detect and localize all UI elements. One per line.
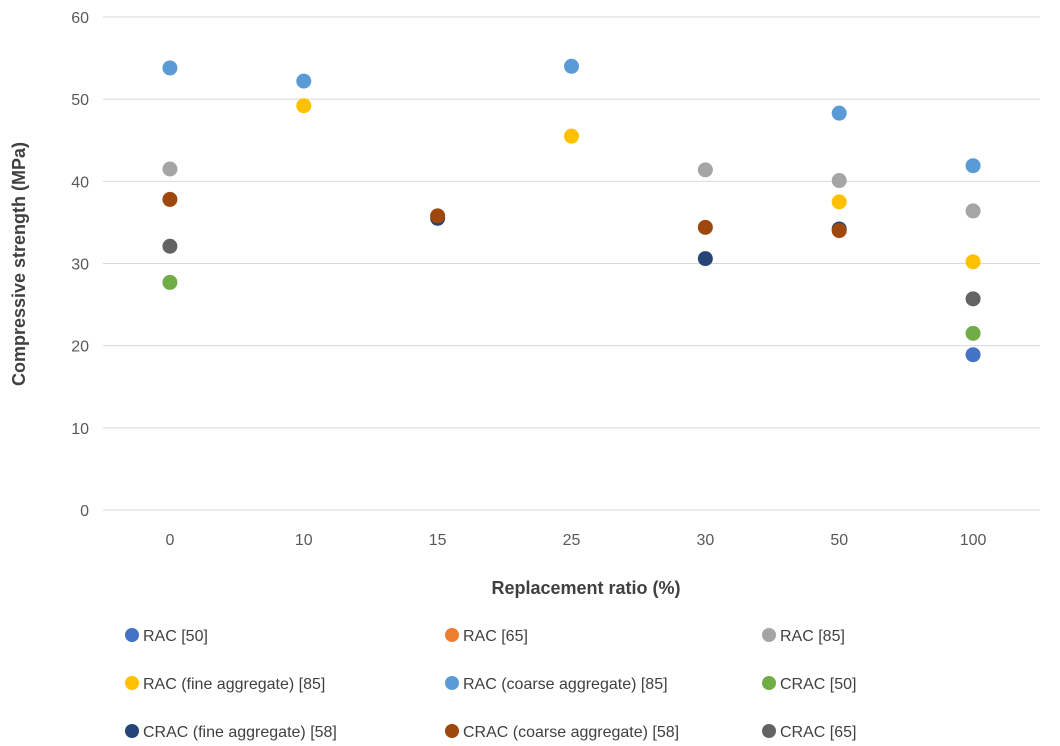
- legend-item: RAC (coarse aggregate) [85]: [445, 676, 668, 693]
- legend-label: RAC [50]: [143, 628, 208, 645]
- x-tick-label: 50: [830, 532, 848, 549]
- point-series-5-cat-0: [162, 274, 178, 290]
- legend-marker: [445, 628, 459, 642]
- legend-item: CRAC [50]: [762, 676, 856, 693]
- point-series-6-cat-4: [697, 251, 713, 267]
- point-series-4-cat-6: [965, 158, 981, 174]
- y-tick-label: 60: [71, 10, 89, 27]
- y-tick-label: 10: [71, 421, 89, 438]
- legend-item: CRAC (fine aggregate) [58]: [125, 724, 337, 741]
- point-series-7-cat-0: [162, 191, 178, 207]
- legend-marker: [762, 628, 776, 642]
- point-series-3-cat-3: [564, 128, 579, 144]
- legend-item: RAC [85]: [762, 628, 845, 645]
- point-series-3-cat-1: [296, 98, 312, 114]
- legend-item: CRAC (coarse aggregate) [58]: [445, 724, 679, 741]
- legend-marker: [445, 724, 459, 738]
- legend-item: RAC [50]: [125, 628, 208, 645]
- legend-label: CRAC (fine aggregate) [58]: [143, 724, 337, 741]
- point-series-7-cat-4: [697, 219, 713, 235]
- point-series-0-cat-6: [965, 347, 981, 363]
- y-tick-label: 30: [71, 257, 89, 274]
- y-tick-label: 50: [71, 92, 89, 109]
- legend-label: RAC (coarse aggregate) [85]: [463, 676, 668, 693]
- x-axis-ticks: 0 10 15 25 30 50 100: [165, 532, 986, 549]
- legend-marker: [125, 724, 139, 738]
- point-series-2-cat-6: [965, 203, 981, 219]
- x-axis-title: Replacement ratio (%): [491, 578, 680, 598]
- data-points: [162, 58, 981, 363]
- point-series-4-cat-5: [831, 105, 847, 121]
- point-series-8-cat-6: [965, 291, 981, 307]
- point-series-8-cat-0: [162, 238, 178, 254]
- legend-item: CRAC [65]: [762, 724, 856, 741]
- y-axis-title: Compressive strength (MPa): [9, 142, 29, 386]
- point-series-7-cat-5: [831, 223, 847, 239]
- legend-label: CRAC [65]: [780, 724, 856, 741]
- legend-marker: [762, 676, 776, 690]
- point-series-4-cat-3: [564, 58, 579, 74]
- point-series-5-cat-6: [965, 325, 981, 341]
- y-axis-ticks: 0 10 20 30 40 50 60: [71, 10, 89, 520]
- point-series-2-cat-0: [162, 161, 178, 177]
- legend-marker: [445, 676, 459, 690]
- y-tick-label: 20: [71, 339, 89, 356]
- point-series-3-cat-5: [831, 194, 847, 210]
- x-tick-label: 10: [295, 532, 313, 549]
- y-tick-label: 0: [80, 503, 89, 520]
- gridlines: [103, 16, 1040, 511]
- legend-label: RAC (fine aggregate) [85]: [143, 676, 325, 693]
- point-series-2-cat-4: [697, 162, 713, 178]
- point-series-4-cat-0: [162, 60, 178, 76]
- point-series-3-cat-6: [965, 254, 981, 270]
- legend-label: RAC [65]: [463, 628, 528, 645]
- point-series-7-cat-2: [430, 208, 446, 224]
- x-tick-label: 15: [429, 532, 447, 549]
- legend-item: RAC [65]: [445, 628, 528, 645]
- legend-marker: [762, 724, 776, 738]
- legend-marker: [125, 628, 139, 642]
- legend-label: RAC [85]: [780, 628, 845, 645]
- x-tick-label: 100: [960, 532, 987, 549]
- legend-item: RAC (fine aggregate) [85]: [125, 676, 325, 693]
- legend-marker: [125, 676, 139, 690]
- legend-label: CRAC (coarse aggregate) [58]: [463, 724, 679, 741]
- point-series-2-cat-5: [831, 173, 847, 189]
- x-tick-label: 25: [563, 532, 581, 549]
- y-tick-label: 40: [71, 174, 89, 191]
- legend-label: CRAC [50]: [780, 676, 856, 693]
- legend: RAC [50] RAC [65] RAC [85] RAC (fine aggreg…: [125, 628, 856, 741]
- point-series-4-cat-1: [296, 73, 312, 89]
- x-tick-label: 30: [696, 532, 714, 549]
- x-tick-label: 0: [165, 532, 174, 549]
